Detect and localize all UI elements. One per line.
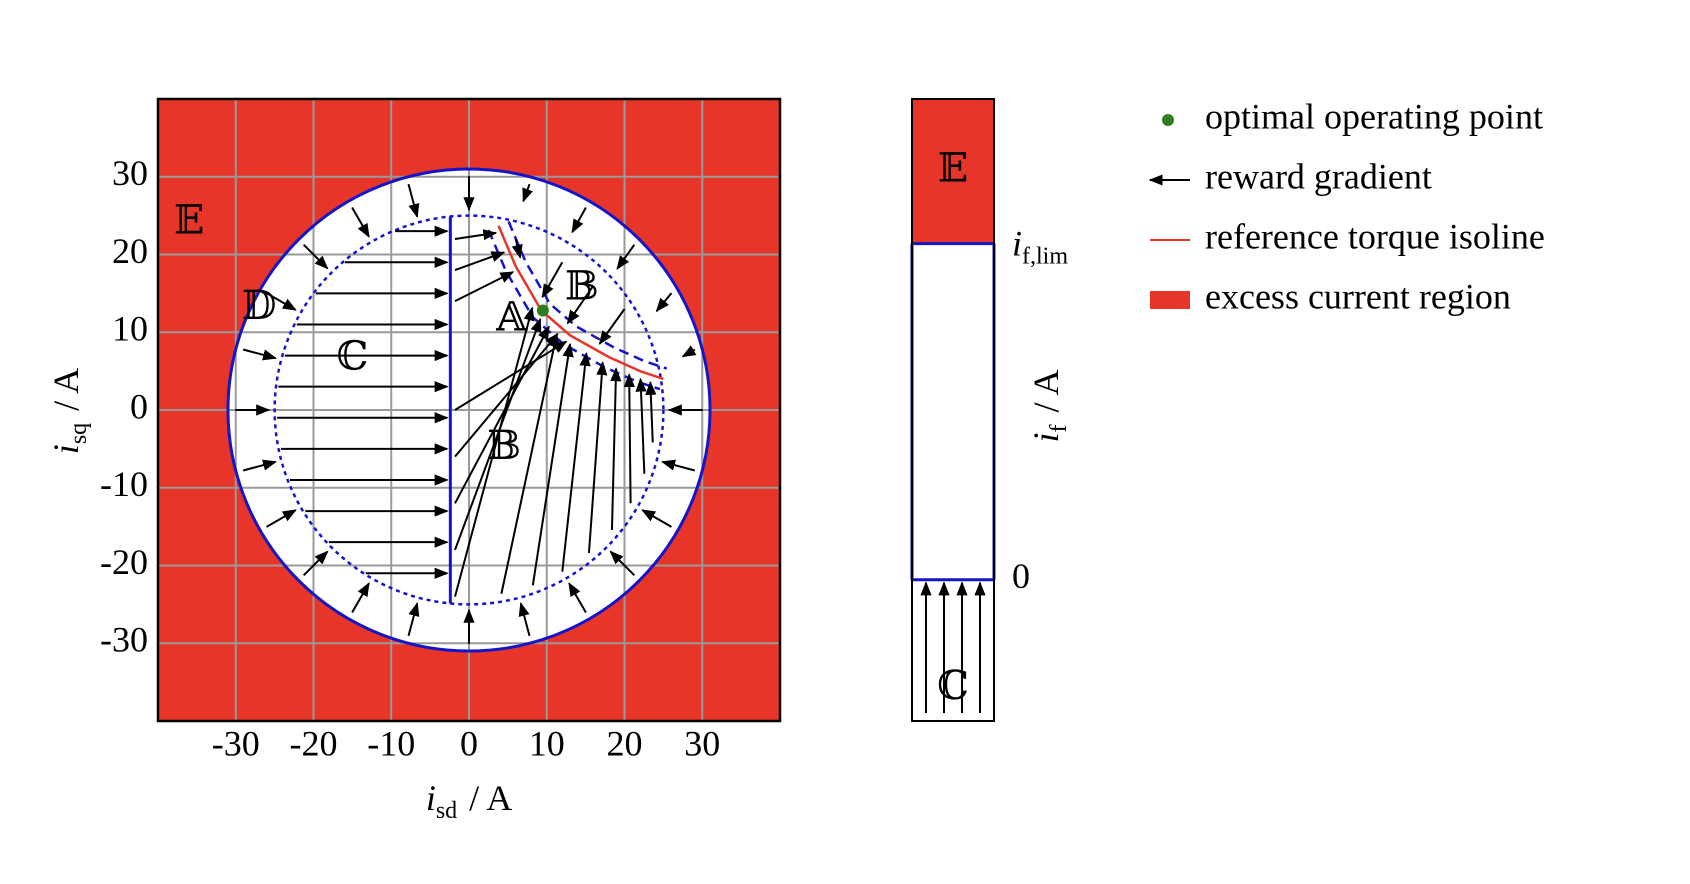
x-label-unit: / A — [469, 778, 512, 818]
gradient-arrow — [571, 207, 587, 234]
gradient-arrow — [518, 602, 531, 637]
tick-subscript: f,lim — [1022, 243, 1068, 269]
gradient-arrow — [645, 380, 657, 443]
gradient-arrow — [616, 244, 636, 270]
gradient-arrow — [454, 306, 535, 597]
y-tick-label: -30 — [100, 620, 148, 660]
legend-marker — [1150, 291, 1190, 309]
legend-label: excess current region — [1205, 276, 1511, 316]
x-tick-label: -30 — [212, 723, 260, 763]
x-label-subscript: sd — [436, 798, 457, 824]
f-label-subscript: f — [1046, 425, 1072, 433]
y-tick-label: 20 — [112, 231, 148, 271]
gradient-arrow — [531, 342, 574, 586]
legend-label: optimal operating point — [1205, 96, 1543, 136]
gradient-arrow — [598, 308, 626, 345]
y-axis-label: isq / A — [46, 368, 91, 454]
tick-symbol: i — [1012, 224, 1022, 264]
gradient-arrow — [655, 292, 673, 313]
plot-frame — [156, 97, 782, 723]
y-label-unit: / A — [46, 368, 86, 411]
y-tick-label: 0 — [130, 386, 148, 426]
gradient-arrow — [242, 459, 277, 472]
gradient-arrow — [500, 332, 560, 594]
f-label-unit: / A — [1026, 369, 1066, 412]
region-label: 𝔹 — [565, 263, 599, 309]
torque-isoline — [497, 225, 664, 381]
gradient-arrow — [511, 238, 523, 259]
gradient-arrow — [566, 285, 595, 325]
legend-label: reward gradient — [1205, 156, 1432, 196]
optimal-point — [536, 304, 549, 317]
gradient-arrow — [454, 251, 506, 271]
y-label-symbol: i — [46, 444, 86, 454]
field-tick-label: if,lim — [1012, 224, 1068, 269]
legend-marker — [1162, 114, 1174, 126]
gradient-arrow — [641, 509, 672, 528]
field-frame — [911, 98, 995, 722]
x-tick-label: 0 — [460, 723, 478, 763]
gradient-arrow — [454, 325, 550, 504]
region-label: 𝔼 — [938, 145, 969, 191]
gradient-arrow — [407, 602, 420, 637]
region-label: ℂ — [336, 333, 368, 379]
legend-label: reference torque isoline — [1205, 216, 1545, 256]
y-tick-label: -20 — [100, 542, 148, 582]
gradient-arrow — [302, 243, 329, 270]
field-excess-region — [912, 99, 994, 244]
current-limit-boundary — [226, 167, 712, 653]
field-axis-label: if / A — [1026, 369, 1071, 442]
region-label: 𝔼 — [174, 197, 205, 243]
y-label-subscript: sq — [66, 423, 92, 444]
gradient-arrow — [587, 361, 608, 554]
region-label: 𝔻 — [242, 283, 277, 329]
gradient-arrow — [454, 333, 559, 458]
gradient-arrow — [681, 345, 697, 358]
x-tick-label: 10 — [529, 723, 565, 763]
field-tick-label: 0 — [1012, 556, 1030, 596]
y-tick-label: 30 — [112, 153, 148, 193]
region-label: ℂ — [937, 663, 969, 709]
x-label-symbol: i — [426, 778, 436, 818]
inner-boundary — [273, 214, 665, 606]
gradient-arrow — [568, 582, 587, 613]
y-tick-label: -10 — [100, 464, 148, 504]
gradient-arrow — [454, 229, 498, 241]
x-tick-label: -10 — [367, 723, 415, 763]
gradient-arrow — [623, 373, 635, 504]
gradient-arrow — [302, 550, 329, 577]
gradient-arrow — [522, 183, 533, 203]
gradient-arrow — [407, 183, 420, 218]
region-label: 𝔹 — [487, 423, 521, 469]
gradient-arrow — [561, 351, 591, 572]
gradient-arrow — [242, 348, 277, 361]
x-tick-label: 20 — [607, 723, 643, 763]
gradient-arrow — [266, 292, 297, 311]
gradient-arrow — [351, 207, 370, 238]
gradient-arrow — [635, 377, 647, 474]
x-axis-label: isd / A — [426, 778, 512, 823]
gradient-arrow — [609, 550, 636, 577]
region-label: 𝔸 — [495, 295, 528, 341]
gradient-arrow — [541, 261, 564, 299]
gradient-arrow — [351, 582, 370, 613]
gradient-arrow — [661, 459, 696, 472]
x-tick-label: 30 — [684, 723, 720, 763]
y-tick-label: 10 — [112, 309, 148, 349]
gradient-arrow — [454, 271, 515, 303]
x-tick-label: -20 — [290, 723, 338, 763]
gradient-arrow — [266, 509, 297, 528]
gradient-arrow — [610, 367, 622, 530]
gradient-arrow — [454, 317, 542, 551]
f-label-symbol: i — [1026, 433, 1066, 443]
gradient-arrow — [454, 340, 568, 411]
